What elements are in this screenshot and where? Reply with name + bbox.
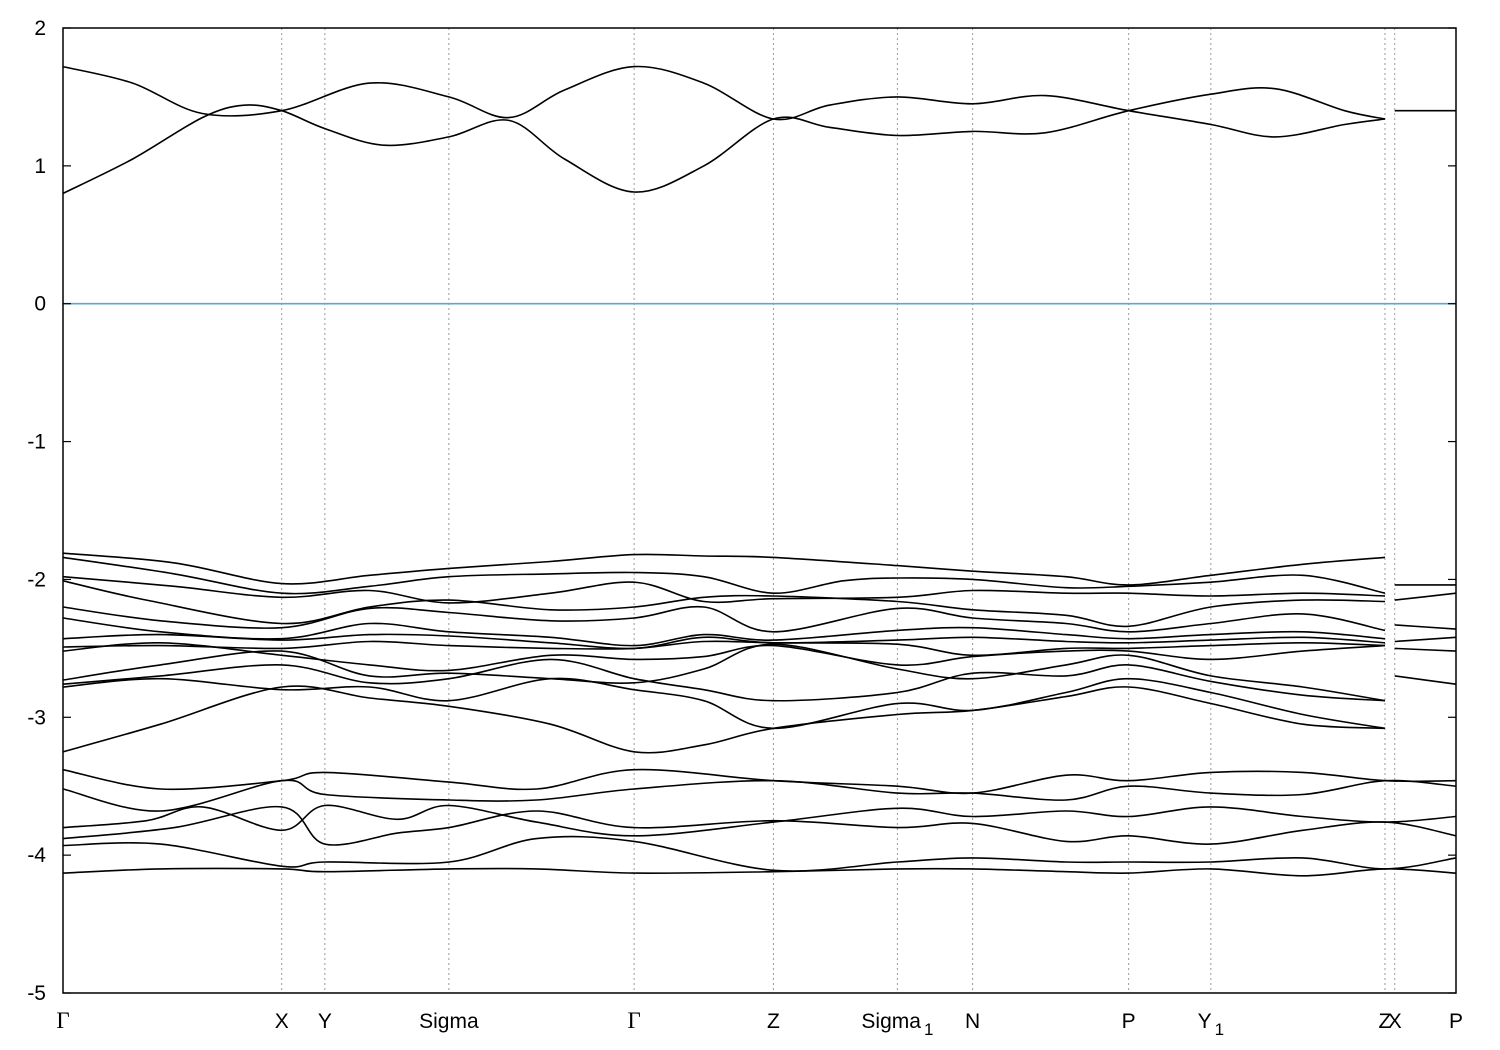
band-line-1 [62, 87, 1386, 195]
band-line-5 [62, 575, 1386, 604]
band-line-6 [62, 580, 1386, 628]
band-line-0 [62, 65, 1386, 138]
band-line-20 [1394, 647, 1457, 652]
band-line-19 [1394, 636, 1457, 643]
y-tick-label: 2 [34, 17, 46, 40]
band-line-4 [62, 556, 1386, 595]
band-line-12 [62, 643, 1386, 702]
band-line-24 [62, 804, 1457, 837]
kpoint-label: Z [1379, 1010, 1392, 1033]
y-axis-ticks: 2 1 0 -1 -2 -3 -4 -5 [27, 17, 1456, 1005]
y-tick-label: -3 [27, 706, 46, 729]
band-lines [62, 65, 1457, 877]
band-line-13 [62, 658, 1386, 702]
band-line-11 [62, 641, 1386, 672]
band-line-3 [62, 552, 1386, 586]
kpoint-label: Sigma [419, 1010, 479, 1033]
band-line-25 [62, 805, 1457, 846]
kpoint-label: X [1388, 1010, 1402, 1033]
kpoint-gridlines [281, 28, 1396, 993]
kpoint-label-subscript: 1 [924, 1020, 933, 1039]
kpoint-label-text: Sigma [861, 1010, 921, 1033]
y-tick-label: -2 [27, 568, 46, 591]
kpoint-label: P [1122, 1010, 1136, 1033]
x-axis-kpoint-labels: Γ X Y Sigma Γ Z Sigma 1 N P Y 1 ZX P [56, 1008, 1463, 1039]
band-line-26 [62, 835, 1457, 872]
kpoint-label: Y [318, 1010, 332, 1033]
y-tick-label: -5 [27, 982, 46, 1005]
band-line-8 [62, 617, 1386, 647]
band-line-21 [1394, 675, 1457, 685]
band-line-9 [62, 633, 1386, 650]
kpoint-label-subscript: 1 [1215, 1020, 1224, 1039]
kpoint-label: Sigma 1 [861, 1010, 933, 1039]
band-line-7 [62, 605, 1386, 633]
y-tick-label: 1 [34, 155, 46, 178]
plot-frame [62, 27, 1457, 994]
kpoint-label: Γ [56, 1008, 69, 1033]
y-tick-label: 0 [34, 293, 46, 316]
kpoint-label: N [965, 1010, 980, 1033]
band-line-23 [62, 779, 1457, 812]
y-tick-label: -4 [27, 844, 46, 867]
kpoint-label-text: Y [1198, 1010, 1212, 1033]
band-line-10 [62, 640, 1386, 657]
band-line-18 [1394, 624, 1457, 630]
kpoint-label: P [1449, 1010, 1463, 1033]
band-line-15 [62, 685, 1386, 754]
kpoint-label: Z [767, 1010, 780, 1033]
band-line-14 [62, 677, 1386, 730]
kpoint-label: Γ [627, 1008, 640, 1033]
band-line-27 [62, 867, 1457, 877]
y-tick-label: -1 [27, 431, 46, 454]
kpoint-label: X [275, 1010, 289, 1033]
band-line-17 [1394, 592, 1457, 601]
